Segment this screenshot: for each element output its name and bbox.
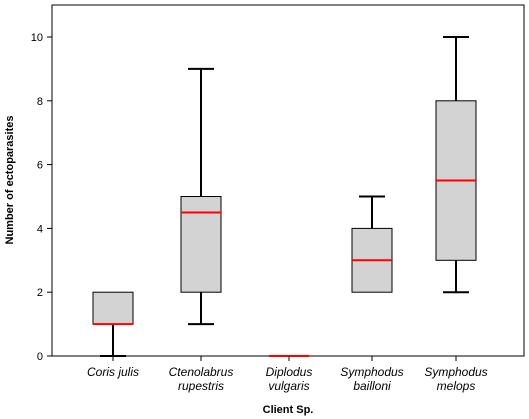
box-group [435,36,477,294]
y-tick-label: 2 [37,287,43,299]
category-label: Diplodus vulgaris [266,365,313,393]
y-tick-label: 0 [37,351,43,363]
box-group [351,195,393,293]
category-label: Ctenolabrus rupestris [169,365,234,393]
category-label: Symphodus melops [424,365,487,393]
category-label: Symphodus bailloni [340,365,403,393]
y-axis: 0 2 4 6 8 10 [31,32,52,363]
box-group [180,67,222,326]
y-tick-label: 4 [37,223,43,235]
box [92,291,134,325]
y-tick-label: 10 [31,32,43,44]
y-tick-label: 6 [37,160,43,172]
y-tick-label: 8 [37,96,43,108]
x-axis: Coris julis Ctenolabrus rupestris Diplodus v… [87,356,488,393]
category-label: Coris julis [87,365,139,379]
y-axis-title: Number of ectoparasites [4,116,16,245]
box-series [92,36,477,357]
box [180,196,222,293]
box-group [92,291,134,357]
x-axis-title: Client Sp. [263,404,314,416]
